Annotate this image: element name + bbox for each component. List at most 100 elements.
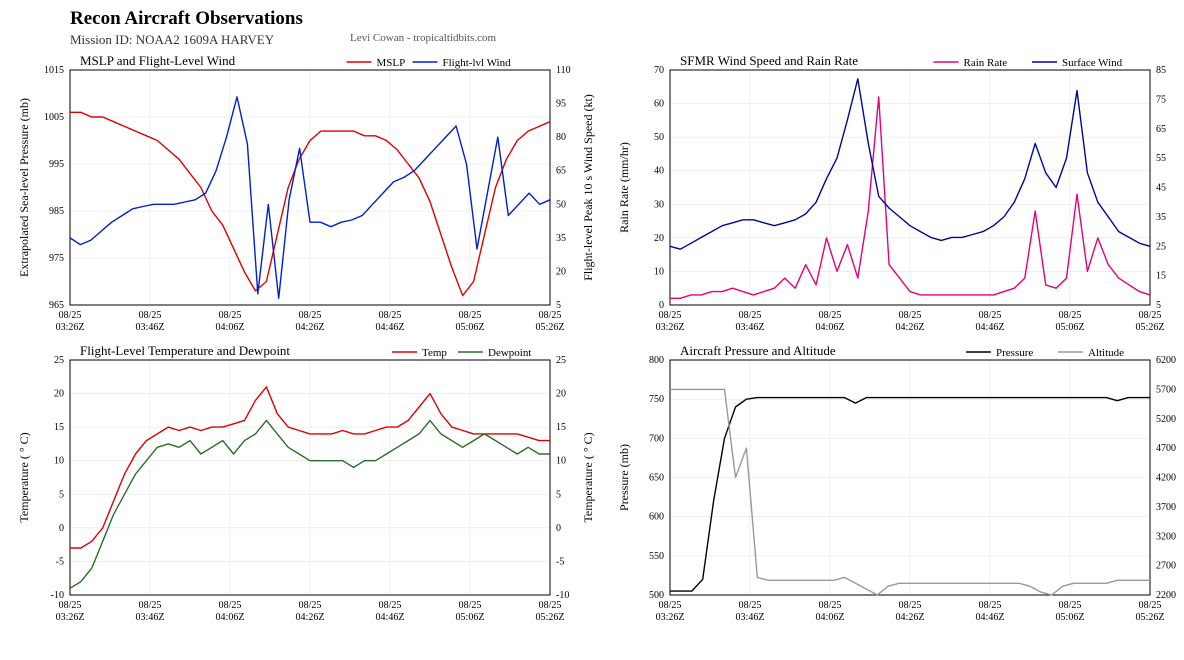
ylabel-right: Temperature ( ° C): [581, 432, 595, 522]
xtick: 08/25: [819, 600, 842, 611]
xtick: 08/25: [139, 600, 162, 611]
xtick2: 05:26Z: [1136, 612, 1165, 623]
ytick-left: 700: [649, 433, 664, 444]
ytick-left: 30: [654, 199, 664, 210]
xtick: 08/25: [219, 600, 242, 611]
ytick-left: 70: [654, 65, 664, 76]
panel-tl: MSLP and Flight-Level Wind Flight-lvl Win…: [17, 53, 595, 333]
xtick2: 05:06Z: [1056, 612, 1085, 623]
xtick: 08/25: [379, 310, 402, 321]
xtick2: 03:46Z: [136, 612, 165, 623]
xtick2: 03:46Z: [736, 612, 765, 623]
ytick-left: 750: [649, 394, 664, 405]
ytick-right: 95: [556, 99, 566, 110]
xtick: 08/25: [1139, 600, 1162, 611]
xtick: 08/25: [539, 600, 562, 611]
ytick-right: 25: [1156, 241, 1166, 252]
xtick2: 04:46Z: [376, 612, 405, 623]
ytick-left: 40: [654, 166, 664, 177]
xtick: 08/25: [819, 310, 842, 321]
xtick2: 03:26Z: [56, 322, 85, 333]
xtick2: 03:46Z: [736, 322, 765, 333]
panel-title: Flight-Level Temperature and Dewpoint: [80, 343, 290, 358]
ytick-right: 65: [1156, 124, 1166, 135]
xtick: 08/25: [659, 600, 682, 611]
xtick: 08/25: [59, 310, 82, 321]
panel-title: Aircraft Pressure and Altitude: [680, 343, 836, 358]
ytick-left: 25: [54, 355, 64, 366]
ytick-right: 4200: [1156, 473, 1176, 484]
ytick-right: 80: [556, 132, 566, 143]
xtick: 08/25: [459, 310, 482, 321]
ytick-left: 5: [59, 489, 64, 500]
ytick-left: 60: [654, 99, 664, 110]
xtick2: 04:26Z: [296, 612, 325, 623]
xtick: 08/25: [899, 310, 922, 321]
xtick: 08/25: [979, 310, 1002, 321]
ytick-left: 15: [54, 422, 64, 433]
ytick-right: 65: [556, 166, 566, 177]
ytick-left: 10: [54, 456, 64, 467]
panel-title: MSLP and Flight-Level Wind: [80, 53, 236, 68]
xtick: 08/25: [739, 310, 762, 321]
panel-bl: Flight-Level Temperature and DewpointDew…: [17, 343, 595, 623]
xtick2: 05:26Z: [536, 612, 565, 623]
ytick-right: 10: [556, 456, 566, 467]
xtick2: 05:26Z: [1136, 322, 1165, 333]
ytick-left: 650: [649, 473, 664, 484]
xtick: 08/25: [139, 310, 162, 321]
xtick2: 04:26Z: [296, 322, 325, 333]
legend-label: Surface Wind: [1062, 57, 1123, 69]
ytick-right: 25: [556, 355, 566, 366]
xtick2: 05:26Z: [536, 322, 565, 333]
xtick2: 04:46Z: [976, 612, 1005, 623]
ytick-left: 50: [654, 132, 664, 143]
ylabel-left: Temperature ( ° C): [17, 432, 31, 522]
ytick-right: 55: [1156, 153, 1166, 164]
xtick2: 03:26Z: [656, 322, 685, 333]
xtick2: 04:26Z: [896, 322, 925, 333]
ytick-left: 985: [49, 206, 64, 217]
xtick2: 04:06Z: [216, 612, 245, 623]
ytick-right: 5: [556, 489, 561, 500]
ytick-left: 20: [54, 389, 64, 400]
ytick-right: 20: [556, 389, 566, 400]
xtick: 08/25: [299, 600, 322, 611]
legend-label: Flight-lvl Wind: [443, 57, 512, 69]
ytick-right: 50: [556, 199, 566, 210]
xtick2: 05:06Z: [1056, 322, 1085, 333]
ytick-left: 10: [654, 266, 664, 277]
ytick-left: 20: [654, 233, 664, 244]
xtick2: 05:06Z: [456, 322, 485, 333]
xtick: 08/25: [219, 310, 242, 321]
ytick-right: 3700: [1156, 502, 1176, 513]
ytick-right: 15: [556, 422, 566, 433]
ytick-left: 0: [59, 523, 64, 534]
ytick-right: 35: [1156, 212, 1166, 223]
panel-tr: SFMR Wind Speed and Rain RateSurface Win…: [617, 53, 1184, 333]
ytick-left: 550: [649, 551, 664, 562]
xtick2: 04:26Z: [896, 612, 925, 623]
ylabel-left: Extrapolated Sea-level Pressure (mb): [17, 98, 31, 277]
xtick: 08/25: [659, 310, 682, 321]
ytick-left: 995: [49, 159, 64, 170]
xtick2: 04:46Z: [376, 322, 405, 333]
legend-label: Altitude: [1088, 347, 1124, 359]
legend-label: Pressure: [996, 347, 1033, 359]
xtick: 08/25: [1059, 310, 1082, 321]
xtick2: 03:26Z: [56, 612, 85, 623]
ytick-right: 110: [556, 65, 571, 76]
ylabel-left: Rain Rate (mm/hr): [617, 142, 631, 233]
legend-label: Rain Rate: [964, 57, 1008, 69]
ytick-right: 5200: [1156, 414, 1176, 425]
ytick-right: 85: [1156, 65, 1166, 76]
xtick: 08/25: [899, 600, 922, 611]
ylabel-right: Flight-level Peak 10 s Wind Speed (kt): [581, 94, 595, 281]
xtick: 08/25: [379, 600, 402, 611]
ytick-right: 20: [556, 266, 566, 277]
ytick-right: 15: [1156, 271, 1166, 282]
ytick-left: 800: [649, 355, 664, 366]
xtick2: 03:46Z: [136, 322, 165, 333]
ytick-left: 1005: [44, 112, 64, 123]
xtick: 08/25: [1139, 310, 1162, 321]
